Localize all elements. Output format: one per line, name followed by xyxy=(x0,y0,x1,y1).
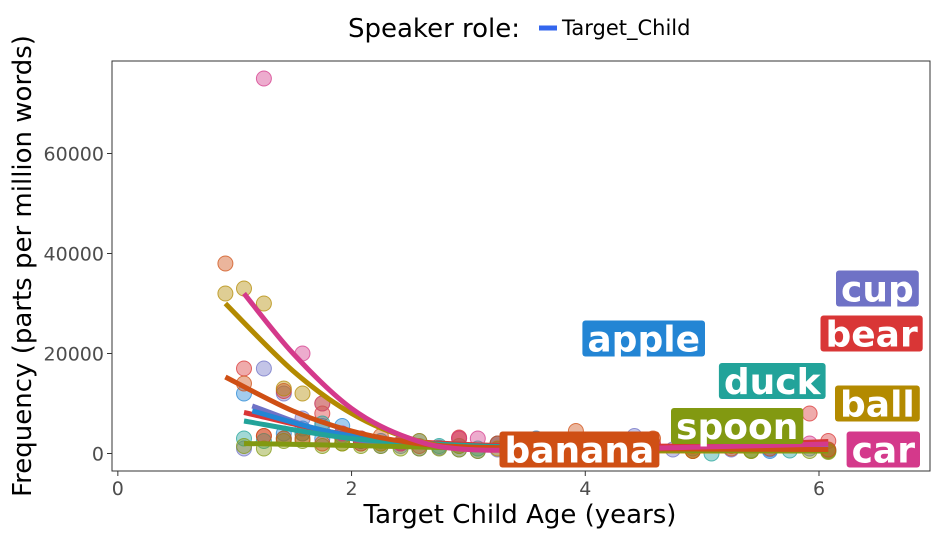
word-label-text-apple: apple xyxy=(587,320,700,361)
y-axis-title: Frequency (parts per million words) xyxy=(8,35,38,497)
trend-line-car xyxy=(242,291,829,453)
x-tick-label-3: 6 xyxy=(813,478,825,500)
x-axis-title: Target Child Age (years) xyxy=(363,500,677,530)
word-label-box-duck xyxy=(718,363,826,399)
word-label-text-spoon: spoon xyxy=(676,407,798,448)
point-ball-0 xyxy=(217,285,234,302)
x-tick-label-1: 2 xyxy=(346,478,358,500)
word-label-text-bear: bear xyxy=(825,315,917,356)
word-label-cup: cup xyxy=(836,270,919,311)
point-banana-0 xyxy=(217,255,234,272)
point-ball-3 xyxy=(275,380,292,397)
point-cup-1 xyxy=(255,360,272,377)
y-tick-label-3: 60000 xyxy=(44,144,104,166)
word-label-box-apple xyxy=(582,320,705,357)
point-ball-2 xyxy=(255,295,272,312)
word-label-banana: banana xyxy=(499,431,660,472)
word-label-text-banana: banana xyxy=(504,431,654,472)
axes-layer: 0 2 4 6 0 20000 40000 60000 xyxy=(44,144,825,501)
word-label-text-ball: ball xyxy=(840,385,915,426)
point-ball-4 xyxy=(294,385,311,402)
x-tick-label-0: 0 xyxy=(112,478,124,500)
legend-title: Speaker role: xyxy=(348,14,520,44)
word-label-box-ball xyxy=(835,385,920,422)
y-tick-label-0: 0 xyxy=(92,444,104,466)
word-label-box-car xyxy=(846,431,920,468)
legend: Speaker role: Target_Child xyxy=(348,14,690,44)
word-label-text-car: car xyxy=(852,431,916,472)
word-label-box-banana xyxy=(499,431,660,468)
y-tick-label-1: 20000 xyxy=(44,344,104,366)
plot-panel-border xyxy=(111,60,931,472)
point-car-0 xyxy=(255,70,272,87)
word-label-bear: bear xyxy=(820,315,923,356)
word-label-spoon: spoon xyxy=(671,407,804,448)
word-label-apple: apple xyxy=(582,320,705,361)
word-label-duck: duck xyxy=(718,362,826,403)
word-label-text-cup: cup xyxy=(841,270,914,311)
point-bear-18 xyxy=(801,405,818,422)
word-label-ball: ball xyxy=(835,385,920,426)
word-label-box-spoon xyxy=(671,408,804,444)
point-banana-2 xyxy=(255,428,272,444)
point-bear-0 xyxy=(236,360,252,377)
word-label-box-cup xyxy=(836,270,919,307)
y-tick-label-2: 40000 xyxy=(44,244,104,266)
legend-label-target-child: Target_Child xyxy=(561,16,690,41)
word-label-box-bear xyxy=(820,315,923,352)
word-label-text-duck: duck xyxy=(724,362,822,403)
word-label-car: car xyxy=(846,431,920,472)
x-tick-label-2: 4 xyxy=(579,478,591,500)
